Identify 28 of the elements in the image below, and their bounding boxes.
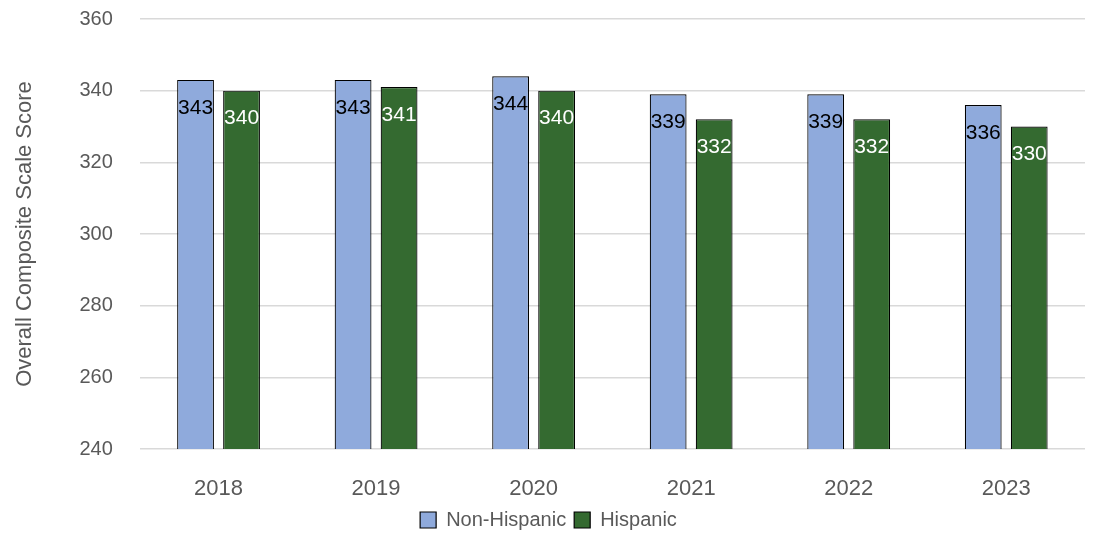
x-tick-label: 2022 — [824, 475, 874, 501]
data-label: 339 — [808, 109, 844, 133]
data-label: 344 — [493, 91, 529, 115]
legend-label: Non-Hispanic — [446, 507, 567, 530]
x-tick-label: 2018 — [194, 475, 244, 501]
x-tick-label: 2020 — [509, 475, 559, 501]
data-label: 343 — [178, 94, 214, 118]
x-tick-label: 2021 — [666, 475, 716, 501]
data-label: 336 — [965, 119, 1001, 143]
x-tick-label: 2023 — [981, 475, 1031, 501]
data-label: 332 — [854, 134, 890, 158]
data-label: 340 — [539, 105, 575, 129]
y-tick-label: 320 — [79, 149, 113, 172]
data-label: 340 — [224, 105, 260, 129]
legend-label: Hispanic — [600, 507, 677, 530]
y-tick-label: 260 — [79, 364, 113, 387]
data-label: 343 — [335, 94, 371, 118]
y-tick-label: 360 — [79, 6, 113, 29]
y-tick-label: 340 — [79, 78, 113, 101]
x-tick-label: 2019 — [351, 475, 401, 501]
data-label: 330 — [1011, 141, 1047, 165]
data-label: 341 — [381, 101, 417, 125]
y-tick-label: 300 — [79, 221, 113, 244]
data-label: 332 — [696, 134, 732, 158]
y-tick-label: 280 — [79, 293, 113, 316]
y-tick-label: 240 — [79, 436, 113, 459]
y-axis-title: Overall Composite Scale Score — [11, 81, 37, 387]
data-label: 339 — [650, 109, 686, 133]
